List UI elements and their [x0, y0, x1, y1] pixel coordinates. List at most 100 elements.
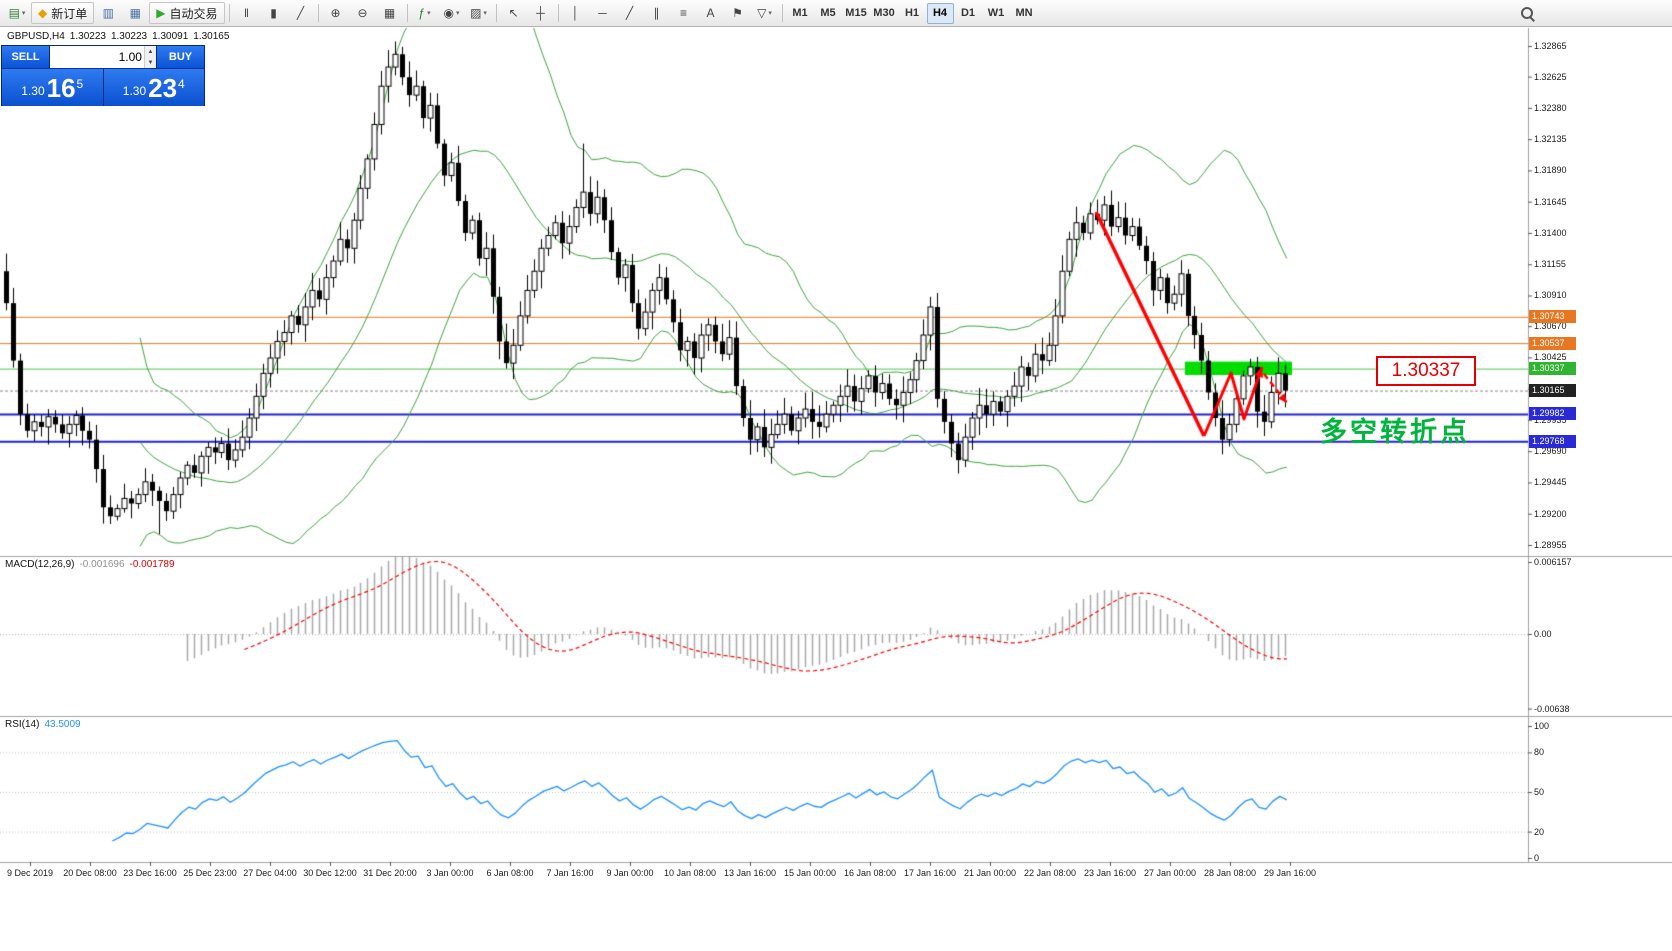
candlestick-chart-button[interactable]: ▮: [261, 2, 287, 24]
rsi-indicator-header: RSI(14) 43.5009: [5, 719, 81, 730]
time-label: 15 Jan 00:00: [783, 868, 837, 878]
price-tick: 1.29445: [1534, 477, 1567, 488]
toolbar-separator: [495, 4, 497, 22]
arrow-label-button[interactable]: ⚑: [725, 2, 751, 24]
time-label: 27 Jan 00:00: [1143, 868, 1197, 878]
periods-button-dropdown-icon[interactable]: ▾: [455, 10, 460, 17]
buy-price-button[interactable]: 1.30 23 4: [103, 69, 204, 106]
templates-button[interactable]: ▨ ▾: [466, 2, 492, 24]
timeframe-M30-button[interactable]: M30: [873, 7, 895, 19]
time-label: 23 Jan 16:00: [1083, 868, 1137, 878]
buy-button[interactable]: BUY: [157, 46, 204, 68]
toolbar-separator: [228, 4, 230, 22]
rsi-scale-label: 0: [1534, 853, 1540, 863]
text-button[interactable]: A: [698, 2, 724, 24]
sell-price-button[interactable]: 1.30 16 5: [2, 69, 103, 106]
volume-increase-button[interactable]: ▲: [144, 46, 156, 57]
volume-input[interactable]: [50, 46, 144, 68]
market-watch-icon-icon: ▥: [102, 6, 114, 20]
shapes-button[interactable]: ▽ ▾: [752, 2, 778, 24]
timeframe-M1-button[interactable]: M1: [792, 7, 808, 19]
search-icon[interactable]: [1519, 5, 1535, 21]
time-label: 9 Jan 00:00: [606, 868, 654, 878]
tile-windows-button-icon: ▦: [383, 6, 396, 20]
volume-decrease-button[interactable]: ▼: [144, 57, 156, 68]
auto-trading-button-icon: ▶: [156, 6, 166, 20]
zoom-out-button-icon: ⊖: [357, 6, 368, 20]
price-tick: 1.30910: [1534, 290, 1567, 301]
data-window-icon[interactable]: ▦: [122, 2, 148, 24]
rsi-title: RSI(14): [5, 719, 40, 730]
templates-button-icon: ▨: [470, 6, 482, 20]
timeframe-M15-button[interactable]: M15: [845, 7, 867, 19]
bar-chart-button-icon: ‖: [244, 6, 249, 20]
turning-point-annotation[interactable]: 多空转折点: [1320, 417, 1470, 447]
shapes-button-dropdown-icon[interactable]: ▾: [768, 10, 772, 17]
line-chart-button[interactable]: ╱: [288, 2, 314, 24]
fibonacci-button-icon: ≡: [679, 6, 687, 20]
horizontal-line-button[interactable]: ─: [590, 2, 616, 24]
macd-title: MACD(12,26,9): [5, 559, 75, 570]
new-chart-button-dropdown-icon[interactable]: ▾: [21, 10, 26, 17]
periods-button[interactable]: ◉ ▾: [439, 2, 465, 24]
timeframe-W1-button[interactable]: W1: [987, 7, 1005, 19]
vertical-line-button[interactable]: │: [563, 2, 589, 24]
buy-price-whole: 1.30: [122, 83, 147, 98]
sell-button[interactable]: SELL: [2, 46, 49, 68]
new-order-button[interactable]: ◆ 新订单: [31, 2, 95, 24]
sell-price-whole: 1.30: [21, 83, 45, 98]
arrow-label-button-icon: ⚑: [732, 6, 743, 20]
indicators-button-dropdown-icon[interactable]: ▾: [427, 10, 431, 17]
timeframe-H4-button[interactable]: H4: [926, 2, 954, 24]
timeframe-D1-button[interactable]: D1: [960, 7, 976, 19]
price-tick: 1.30425: [1534, 352, 1567, 363]
bar-chart-button[interactable]: ‖: [234, 2, 260, 24]
price-badge: 1.29768: [1529, 434, 1576, 448]
time-label: 10 Jan 08:00: [663, 868, 717, 878]
price-badge: 1.30337: [1529, 362, 1576, 376]
price-tick: 1.32865: [1534, 41, 1567, 51]
data-window-icon-icon: ▦: [129, 6, 141, 20]
price-tick: 1.31645: [1534, 196, 1567, 207]
market-watch-icon[interactable]: ▥: [95, 2, 121, 24]
channel-button[interactable]: ∥: [644, 2, 670, 24]
sell-price-fraction: 5: [76, 77, 84, 91]
zoom-out-button[interactable]: ⊖: [350, 2, 376, 24]
tile-windows-button[interactable]: ▦: [377, 2, 403, 24]
cursor-button[interactable]: ↖: [501, 2, 527, 24]
price-tick: 1.31400: [1534, 227, 1567, 238]
rsi-value: 43.5009: [44, 719, 81, 730]
new-chart-button-icon: ▤: [8, 6, 20, 20]
time-label: 27 Dec 04:00: [243, 868, 297, 878]
toolbar-separator: [317, 4, 319, 22]
price-tick: 1.29690: [1534, 446, 1567, 457]
main-toolbar: ▤ ▾ ◆ 新订单 ▥ ▦ ▶ 自动交易 ‖ ▮ ╱ ⊕ ⊖ ▦ ƒ ▾ ◉ ▾ ▨ ▾ ↖ ┼ │ ─ ╱ ∥ ≡ A ⚑ ▽ ▾ M1 M5…: [0, 0, 1672, 27]
crosshair-button-icon: ┼: [536, 6, 545, 20]
new-order-button-label: 新订单: [51, 6, 88, 21]
timeframe-M5-button[interactable]: M5: [820, 7, 836, 19]
time-label: 30 Dec 12:00: [303, 868, 357, 878]
trendline-button[interactable]: ╱: [617, 2, 643, 24]
time-label: 17 Jan 16:00: [903, 868, 957, 878]
fibonacci-button[interactable]: ≡: [671, 2, 697, 24]
indicators-button[interactable]: ƒ ▾: [412, 2, 438, 24]
auto-trading-button[interactable]: ▶ 自动交易: [149, 2, 225, 24]
zoom-in-button[interactable]: ⊕: [323, 2, 349, 24]
macd-scale-label: -0.00638: [1534, 703, 1570, 714]
new-order-button-icon: ◆: [38, 6, 48, 20]
crosshair-button[interactable]: ┼: [528, 2, 554, 24]
timeframe-H1-button[interactable]: H1: [904, 7, 920, 19]
line-chart-button-icon: ╱: [296, 6, 305, 20]
timeframe-MN-button[interactable]: MN: [1015, 7, 1033, 19]
price-level-label[interactable]: 1.30337: [1376, 356, 1476, 386]
price-tick: 1.31155: [1534, 259, 1566, 270]
price-badge: 1.30743: [1529, 310, 1576, 324]
chart-open: 1.30223: [69, 31, 106, 42]
new-chart-button[interactable]: ▤ ▾: [4, 2, 30, 24]
toolbar-separator: [406, 4, 408, 22]
buy-price-pips: 23: [148, 73, 178, 103]
templates-button-dropdown-icon[interactable]: ▾: [483, 10, 487, 17]
time-label: 16 Jan 08:00: [843, 868, 897, 878]
